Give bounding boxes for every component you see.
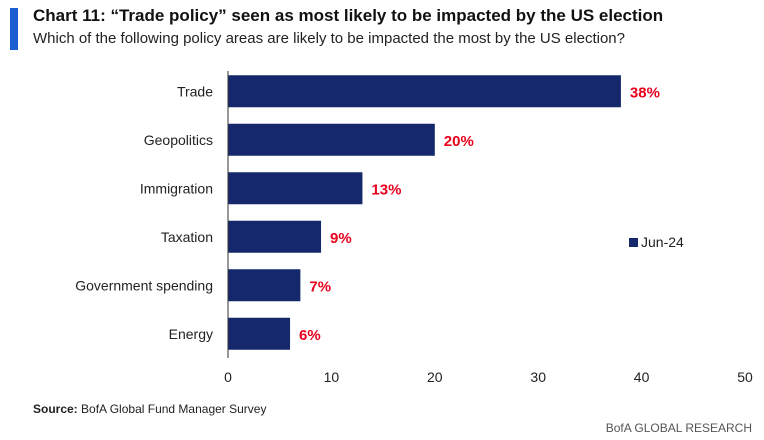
source-label: Source: — [33, 402, 78, 416]
title-accent-bar — [10, 8, 18, 50]
bar-0 — [228, 75, 621, 108]
x-tick-label-0: 0 — [224, 369, 232, 385]
x-tick-label-4: 40 — [634, 369, 650, 385]
bar-1 — [228, 123, 435, 156]
value-label-2: 13% — [371, 181, 401, 198]
source-text: BofA Global Fund Manager Survey — [81, 402, 267, 416]
x-tick-label-1: 10 — [324, 369, 340, 385]
category-label-3: Taxation — [161, 229, 213, 245]
category-label-1: Geopolitics — [144, 132, 213, 148]
legend-swatch — [629, 238, 638, 247]
source-note: Source: BofA Global Fund Manager Survey — [33, 402, 266, 416]
chart-title: Chart 11: “Trade policy” seen as most li… — [33, 6, 664, 25]
bar-chart: Trade 38% Geopolitics 20% Immigration 13% Taxa… — [75, 71, 753, 385]
value-label-4: 7% — [309, 278, 331, 295]
value-label-1: 20% — [444, 133, 474, 150]
bar-4 — [228, 269, 301, 302]
legend-label: Jun-24 — [641, 234, 684, 250]
bar-5 — [228, 317, 291, 350]
bar-2 — [228, 172, 363, 205]
x-tick-label-5: 50 — [737, 369, 753, 385]
chart-subtitle: Which of the following policy areas are … — [33, 30, 625, 47]
x-tick-label-3: 30 — [530, 369, 546, 385]
x-tick-label-2: 20 — [427, 369, 443, 385]
bar-3 — [228, 220, 322, 253]
value-label-0: 38% — [630, 84, 660, 101]
value-label-5: 6% — [299, 327, 321, 344]
brand-footer: BofA GLOBAL RESEARCH — [605, 421, 752, 435]
category-label-5: Energy — [169, 326, 213, 342]
category-label-4: Government spending — [75, 277, 213, 293]
category-label-2: Immigration — [140, 180, 213, 196]
category-label-0: Trade — [177, 83, 213, 99]
value-label-3: 9% — [330, 230, 352, 247]
